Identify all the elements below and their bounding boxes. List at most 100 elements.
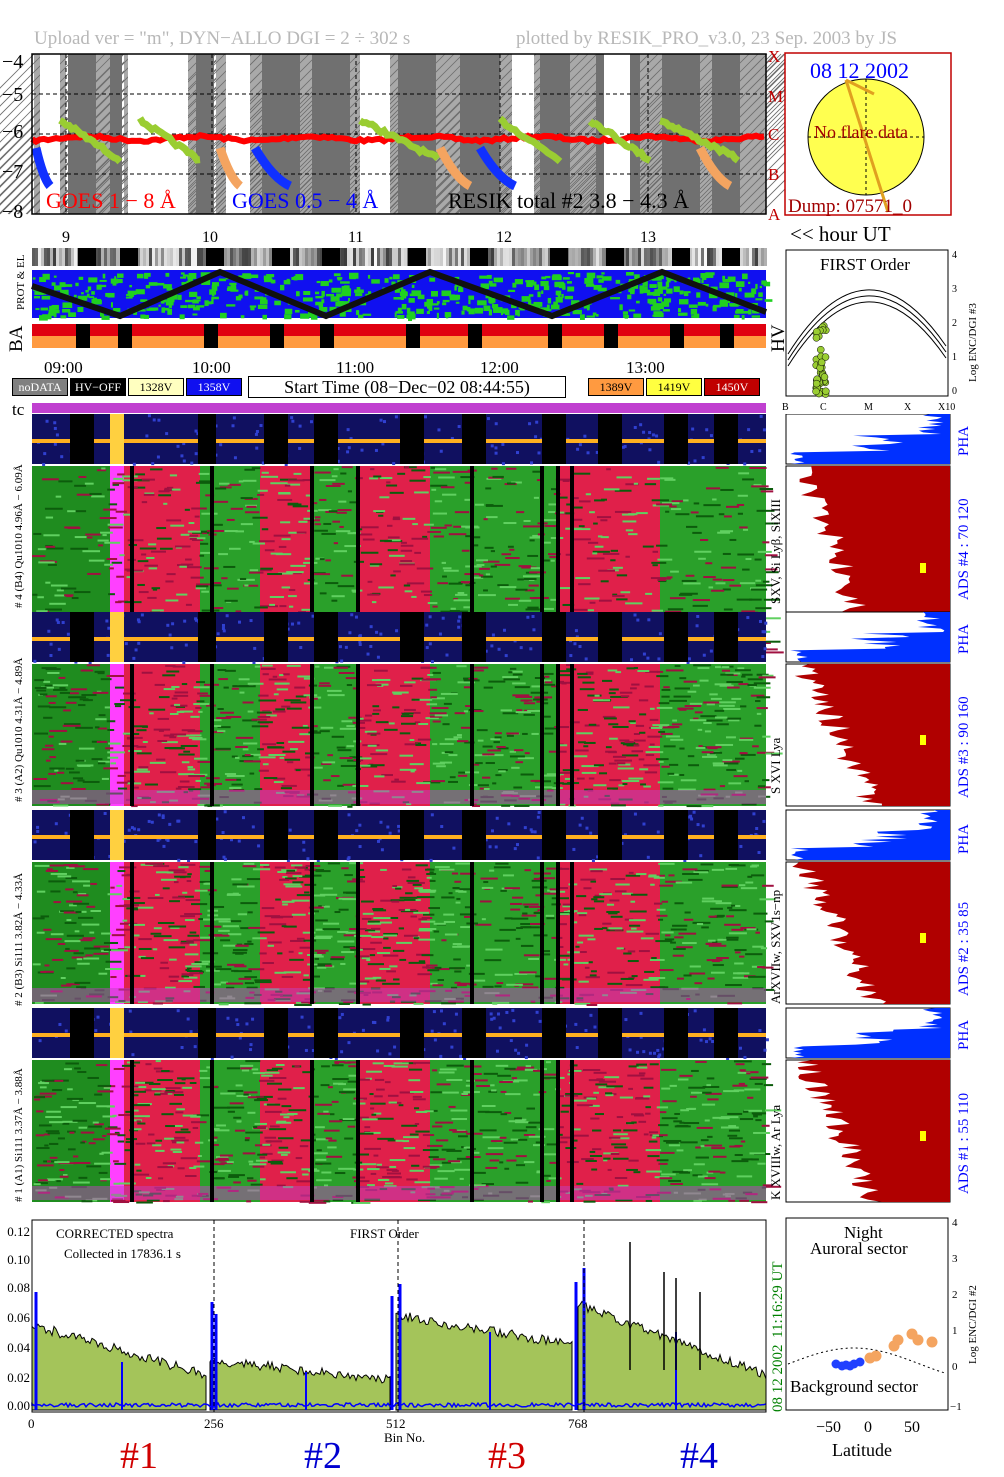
pha-noise (490, 644, 494, 648)
spec-noise (527, 1200, 533, 1203)
noise (279, 284, 285, 291)
spec-noise (76, 958, 83, 961)
noise (665, 281, 670, 288)
spec-noise (76, 764, 94, 767)
pha-noise (692, 810, 696, 814)
spec-noise (59, 691, 70, 694)
pha-line (32, 1033, 766, 1037)
noise (733, 314, 740, 318)
prot-el-green-noise (32, 272, 773, 322)
noise (678, 312, 688, 316)
noise (211, 296, 219, 300)
spec-noise (333, 550, 347, 553)
spec-noise (136, 768, 148, 771)
spec-noise (671, 723, 683, 726)
spec-noise (224, 599, 238, 602)
spec-noise (180, 863, 196, 866)
spec-noise (194, 889, 208, 892)
pha-noise (376, 1049, 380, 1053)
noise (540, 280, 549, 287)
spec-noise (367, 580, 373, 583)
pha-noise (254, 432, 258, 436)
pha-noise (657, 460, 661, 464)
noise (758, 292, 763, 297)
strip-cell (200, 248, 203, 266)
spec-noise (82, 937, 96, 940)
spec-noise (45, 545, 56, 548)
spec-noise (737, 769, 743, 772)
spec-noise (616, 1116, 624, 1119)
noise (691, 315, 696, 318)
noise (274, 300, 281, 306)
pha-noise (347, 1041, 351, 1045)
pha-noise (66, 632, 70, 636)
spec-noise (314, 516, 321, 519)
spec-noise (360, 948, 376, 951)
spec-noise (249, 569, 259, 572)
pha-gap (598, 1008, 622, 1058)
spec-noise (558, 496, 568, 499)
spec-noise (182, 891, 188, 894)
strip-cell (629, 248, 632, 266)
noise (193, 306, 200, 311)
spec-noise (663, 686, 670, 689)
spec-noise (505, 557, 520, 560)
spec-noise (356, 757, 372, 760)
spec-noise (244, 468, 256, 471)
spec-noise (443, 702, 452, 705)
spec-noise (558, 977, 572, 980)
pha-noise (186, 1017, 190, 1021)
pha-noise (374, 448, 378, 452)
pha-noise (705, 428, 709, 432)
spec-noise (642, 545, 654, 548)
spec-noise (507, 545, 514, 548)
noise (719, 301, 729, 307)
pha-noise (530, 830, 534, 834)
spec-noise (226, 774, 245, 777)
spec-noise (282, 876, 288, 879)
spec-noise (360, 551, 379, 554)
spec-noise (407, 876, 416, 879)
spec-noise (765, 640, 781, 643)
spec-noise (379, 967, 391, 970)
spec-noise (203, 918, 217, 921)
spec-noise (218, 920, 231, 923)
spec-noise (189, 537, 206, 540)
spec-noise (319, 730, 330, 733)
pha-noise (441, 616, 445, 620)
spec-noise (97, 727, 107, 730)
noise (211, 298, 214, 305)
spec-noise (703, 576, 716, 579)
spec-noise (741, 675, 746, 678)
strip-cell (572, 248, 575, 266)
spec-noise (753, 912, 768, 915)
spec-noise (260, 567, 273, 570)
strip-gap (722, 248, 740, 266)
spec-noise (168, 1124, 183, 1127)
spec-noise (438, 868, 455, 871)
spec-noise (753, 1131, 770, 1134)
noise (68, 312, 76, 317)
strip-cell (545, 248, 548, 266)
spec-noise (579, 688, 595, 691)
noise (649, 284, 657, 288)
spec-noise (604, 1076, 620, 1079)
spec-noise (578, 583, 591, 586)
spec-noise (647, 735, 663, 738)
spec-noise (603, 488, 620, 491)
pha-noise (221, 627, 225, 631)
spec-noise (258, 756, 276, 759)
pha-noise (639, 423, 643, 427)
noise (51, 309, 60, 314)
spec-noise (374, 775, 385, 778)
spec-noise (541, 950, 550, 953)
spec-noise (610, 915, 623, 918)
spec-noise (315, 928, 324, 931)
pha-noise (189, 1030, 193, 1034)
spec-noise (631, 893, 648, 896)
spec-noise (259, 952, 267, 955)
pha-noise (223, 857, 227, 861)
spec-noise (400, 715, 414, 718)
pha-noise (494, 422, 498, 426)
spec-noise (66, 934, 84, 937)
